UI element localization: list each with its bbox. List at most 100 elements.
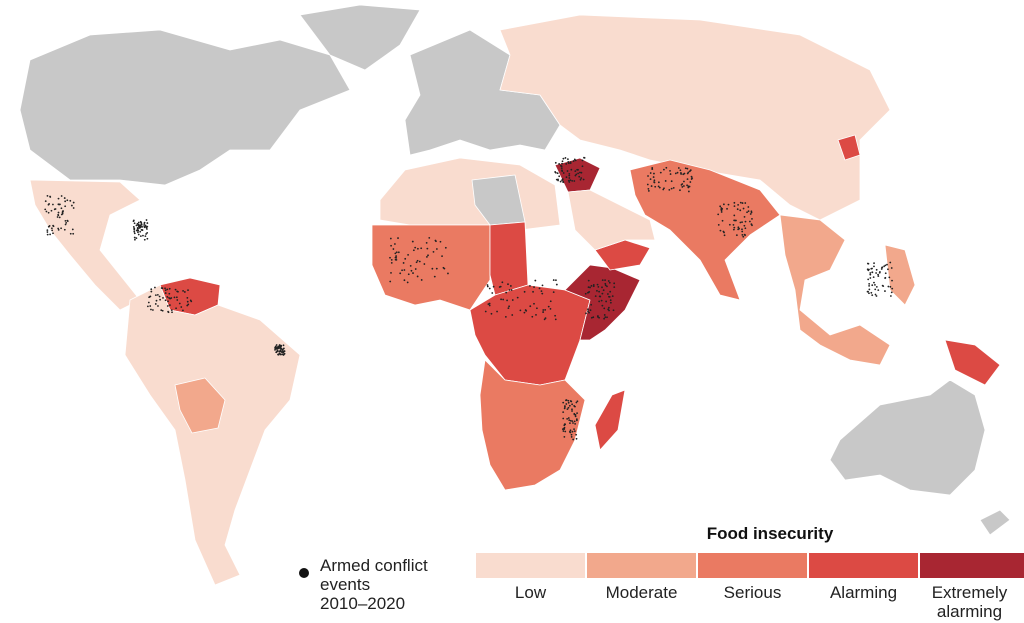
conflict-event-dot — [564, 406, 566, 408]
conflict-event-dot — [57, 197, 60, 200]
conflict-event-dot — [568, 177, 571, 179]
conflict-event-dot — [719, 229, 722, 232]
conflict-event-dot — [680, 172, 682, 174]
conflict-event-dot — [587, 308, 589, 311]
legend-label-extremely-alarming: Extremely alarming — [931, 583, 1008, 621]
conflict-event-dot — [608, 281, 611, 284]
conflict-event-dot — [613, 282, 616, 285]
conflict-event-dot — [735, 234, 738, 237]
conflict-event-dot — [568, 404, 571, 407]
conflict-event-dot — [874, 288, 877, 291]
conflict-event-dot — [569, 429, 572, 432]
region-greenland — [299, 4, 421, 71]
conflict-event-dot — [741, 234, 744, 236]
conflict-event-dot — [394, 252, 397, 255]
conflict-event-dot — [397, 251, 400, 254]
conflict-event-dot — [590, 303, 593, 306]
conflict-event-dot — [877, 273, 879, 276]
conflict-event-dot — [739, 221, 742, 224]
conflict-event-dot — [721, 207, 724, 210]
conflict-event-dot — [733, 201, 736, 204]
conflict-event-dot — [523, 311, 526, 314]
conflict-event-dot — [71, 228, 74, 231]
conflict-event-dot — [562, 417, 565, 420]
conflict-event-dot — [563, 407, 566, 410]
conflict-event-dot — [592, 316, 595, 319]
conflict-event-dot — [505, 291, 508, 294]
conflict-event-dot — [189, 299, 192, 302]
conflict-event-dot — [441, 255, 443, 258]
conflict-event-dot — [186, 304, 189, 307]
conflict-event-dot — [568, 430, 571, 433]
region-philippines — [884, 244, 916, 306]
conflict-event-dot — [529, 305, 532, 308]
conflict-event-dot — [180, 306, 183, 308]
conflict-event-dot — [279, 353, 282, 356]
conflict-event-dot — [53, 208, 56, 211]
region-north-america — [19, 29, 351, 186]
region-papua-new-guinea — [944, 339, 1001, 386]
conflict-event-dot — [869, 272, 872, 274]
conflict-event-dot — [426, 247, 429, 250]
conflict-event-dot — [435, 248, 438, 250]
conflict-event-dot — [62, 210, 64, 212]
conflict-event-dot — [720, 209, 723, 212]
conflict-event-dot — [154, 303, 157, 305]
conflict-event-dot — [418, 260, 421, 263]
conflict-event-dot — [70, 204, 73, 207]
conflict-event-dot — [607, 293, 609, 295]
conflict-event-dot — [58, 216, 61, 219]
conflict-event-dot — [51, 229, 54, 232]
conflict-event-dot — [750, 210, 753, 213]
conflict-event-dot — [869, 277, 872, 279]
conflict-event-dot — [571, 403, 574, 406]
conflict-event-dot — [576, 400, 579, 403]
conflict-event-dot — [394, 243, 396, 245]
conflict-event-dot — [274, 348, 276, 351]
conflict-event-dot — [658, 186, 661, 189]
conflict-event-dot — [134, 238, 136, 241]
conflict-event-dot — [572, 160, 575, 162]
conflict-event-dot — [663, 168, 665, 171]
conflict-event-dot — [882, 285, 885, 288]
region-new-zealand — [979, 509, 1011, 536]
conflict-event-dot — [409, 264, 412, 267]
conflict-event-dot — [60, 207, 63, 210]
conflict-event-dot — [394, 256, 397, 259]
conflict-events-layer — [44, 156, 894, 441]
conflict-event-dot — [720, 211, 723, 213]
conflict-event-dot — [135, 229, 138, 232]
conflict-event-dot — [679, 169, 682, 172]
conflict-event-dot — [57, 213, 60, 216]
conflict-event-dot — [571, 179, 574, 182]
conflict-event-dot — [686, 178, 689, 181]
conflict-event-dot — [148, 296, 150, 299]
conflict-event-dot — [690, 175, 693, 178]
conflict-event-dot — [611, 295, 614, 298]
conflict-event-dot — [566, 170, 569, 172]
conflict-event-dot — [542, 311, 545, 313]
conflict-event-dot — [573, 405, 576, 407]
conflict-event-dot — [156, 294, 159, 296]
conflict-event-dot — [659, 171, 662, 174]
legend-label-moderate: Moderate — [605, 583, 678, 602]
conflict-event-dot — [416, 247, 419, 250]
conflict-event-dot — [414, 268, 417, 270]
conflict-event-dot — [608, 295, 611, 298]
conflict-event-dot — [282, 350, 285, 353]
conflict-event-dot — [395, 251, 398, 254]
legend-label-serious: Serious — [723, 583, 782, 602]
conflict-event-dot — [72, 207, 75, 209]
conflict-event-dot — [567, 401, 570, 404]
conflict-event-dot — [541, 284, 544, 287]
conflict-event-dot — [717, 213, 720, 216]
legend-swatch-moderate — [587, 553, 696, 578]
conflict-event-dot — [668, 188, 671, 191]
conflict-event-dot — [749, 213, 752, 215]
conflict-event-dot — [686, 172, 689, 175]
conflict-event-dot — [486, 284, 489, 286]
conflict-event-dot — [524, 309, 527, 311]
conflict-event-dot — [598, 316, 600, 319]
conflict-event-dot — [414, 246, 417, 249]
conflict-event-dot — [491, 292, 494, 294]
